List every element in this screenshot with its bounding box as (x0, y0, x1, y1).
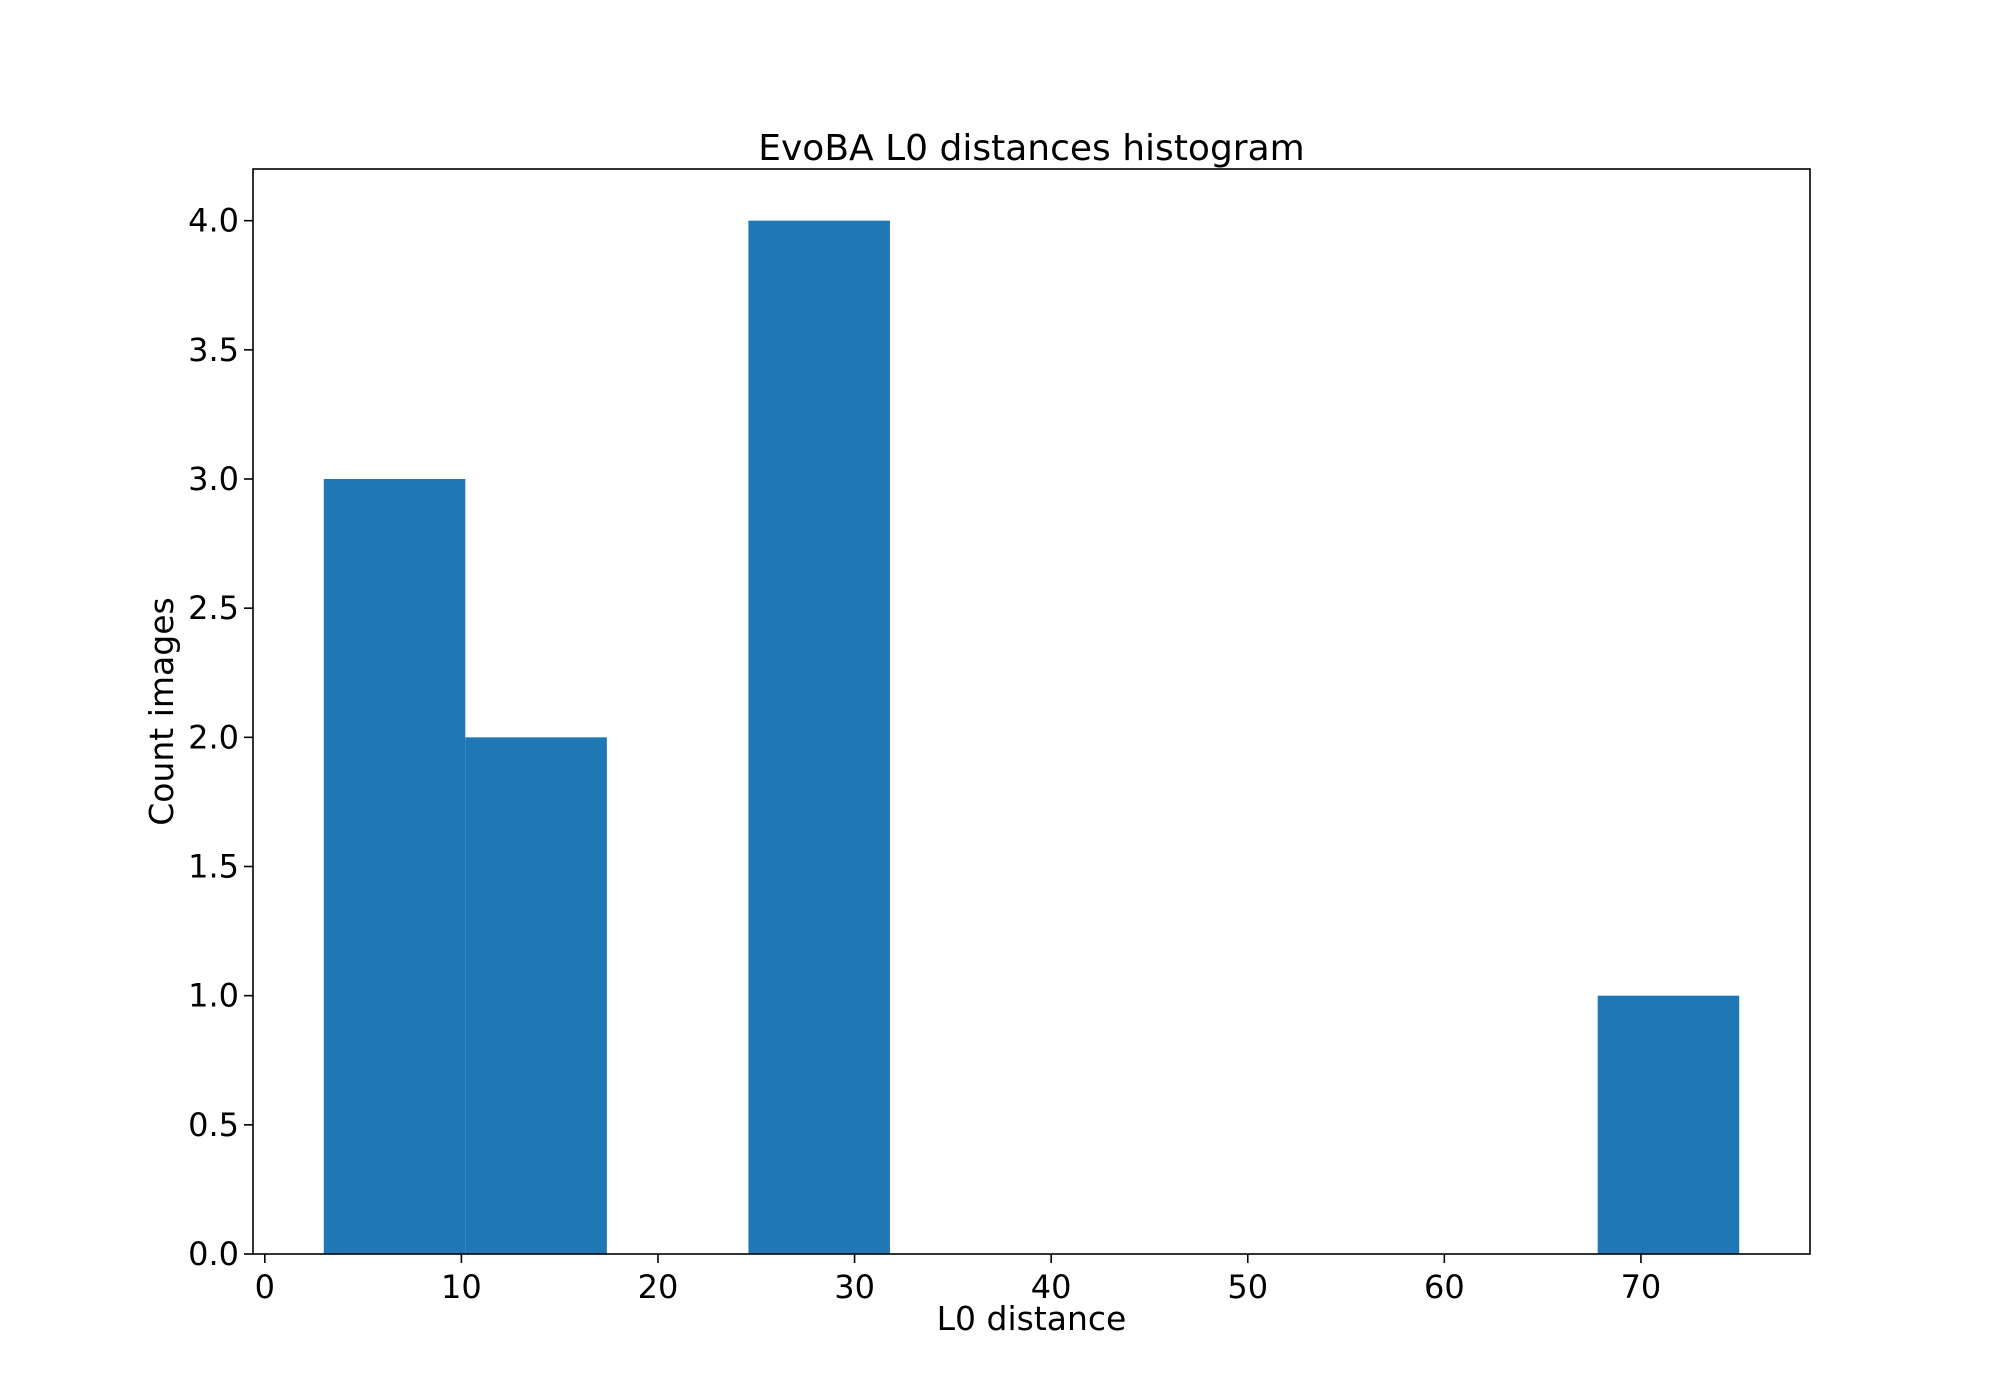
chart-title: EvoBA L0 distances histogram (758, 128, 1305, 169)
y-tick-label: 3.5 (188, 331, 239, 369)
y-tick-label: 0.5 (188, 1106, 239, 1144)
y-tick-label: 1.5 (188, 848, 239, 886)
y-tick-label: 2.0 (188, 718, 239, 756)
x-tick-label: 30 (834, 1268, 875, 1306)
y-tick-label: 2.5 (188, 589, 239, 627)
x-tick-label: 60 (1424, 1268, 1465, 1306)
histogram-bar (465, 737, 607, 1254)
y-axis-label: Count images (142, 597, 181, 825)
x-axis-ticks: 0 10 20 30 40 50 60 70 (255, 1254, 1662, 1306)
x-tick-label: 40 (1031, 1268, 1072, 1306)
y-tick-label: 4.0 (188, 202, 239, 240)
bars-group (323, 220, 1740, 1255)
x-tick-label: 0 (255, 1268, 275, 1306)
x-tick-label: 10 (441, 1268, 482, 1306)
histogram-bar (748, 220, 890, 1255)
x-tick-label: 70 (1621, 1268, 1662, 1306)
axes-frame (252, 168, 1811, 1255)
x-axis-label: L0 distance (937, 1299, 1127, 1338)
y-axis-ticks: 0.0 0.5 1.0 1.5 2.0 2.5 3.0 3.5 4.0 (188, 202, 253, 1273)
y-tick-label: 3.0 (188, 460, 239, 498)
histogram-bar (1597, 995, 1740, 1254)
y-tick-label: 0.0 (188, 1235, 239, 1273)
histogram-bar (323, 479, 466, 1254)
x-tick-label: 50 (1227, 1268, 1268, 1306)
y-tick-label: 1.0 (188, 977, 239, 1015)
x-tick-label: 20 (638, 1268, 679, 1306)
